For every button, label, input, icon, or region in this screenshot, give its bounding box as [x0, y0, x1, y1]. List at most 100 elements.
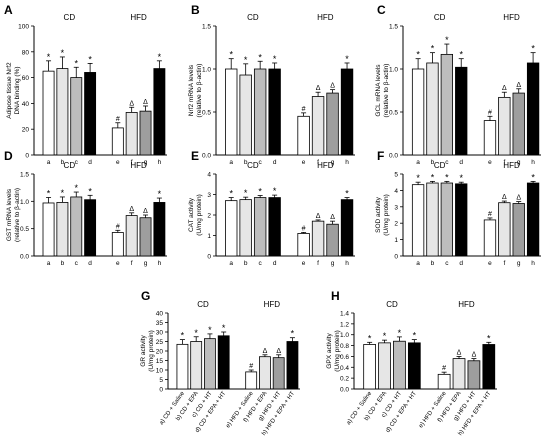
x-tick-label: h [158, 260, 162, 267]
x-tick-label: e [116, 260, 120, 267]
significance-mark: Δ [316, 213, 321, 220]
panel-g: G 0 5 10 15 20 25 30 35 40 GR activity(U/mg protei… [140, 289, 300, 437]
bar [204, 338, 216, 390]
y-tick-label: 0 [207, 254, 211, 261]
x-tick-label: d [459, 260, 463, 267]
significance-mark: * [445, 172, 449, 182]
bar [498, 96, 511, 156]
significance-mark: * [445, 35, 449, 45]
group-label-cd: CD [197, 300, 209, 309]
y-tick-label: 0 [159, 387, 163, 394]
y-tick-label: 2 [207, 213, 211, 220]
x-tick-label: f [317, 159, 319, 166]
x-tick-label: c [259, 260, 263, 267]
x-tick-label: d [459, 159, 463, 166]
x-tick-label: h [158, 159, 162, 166]
significance-mark: * [258, 52, 262, 62]
x-tick-label: h [531, 159, 535, 166]
significance-mark: * [88, 54, 92, 64]
significance-mark: * [61, 188, 65, 198]
group-label-cd: CD [434, 161, 446, 170]
panel-label: E [191, 149, 199, 163]
x-tick-label: b [61, 260, 65, 267]
bar [70, 77, 83, 156]
y-tick-label: 1.5 [202, 24, 211, 31]
x-tick-label: f [503, 159, 505, 166]
bar [455, 183, 468, 257]
panel-label: F [377, 149, 384, 163]
significance-mark: * [158, 189, 162, 199]
x-tick-label: a) CD + Saline [346, 390, 374, 426]
significance-mark: * [416, 173, 420, 183]
significance-mark: Δ [330, 83, 335, 90]
significance-mark: # [116, 116, 120, 123]
panel-a: A 0 20 40 60 80 100 Adipose tissue Nrf2DNA bind… [4, 3, 167, 166]
significance-mark: Δ [129, 100, 134, 107]
significance-mark: * [291, 329, 295, 339]
significance-mark: # [442, 365, 446, 372]
significance-mark: * [398, 328, 402, 338]
bar [268, 197, 281, 257]
panel-h: H 0.0 0.2 0.4 0.6 0.8 1.0 1.2 1.4 GPX activity(U/… [326, 289, 497, 437]
bar [297, 115, 310, 156]
group-label-cd: CD [247, 13, 259, 22]
y-tick-label: 5 [159, 377, 163, 384]
y-axis-label-line: (relative to β-actin) [383, 64, 390, 118]
x-tick-label: f [503, 260, 505, 267]
group-label-hfd: HFD [317, 13, 334, 22]
group-label-cd: CD [386, 300, 398, 309]
x-tick-label: h [345, 159, 349, 166]
y-tick-label: 0.6 [340, 354, 349, 361]
y-tick-label: 0.4 [340, 365, 349, 372]
bar [482, 344, 496, 390]
group-label-cd: CD [64, 13, 76, 22]
group-label-hfd: HFD [130, 161, 147, 170]
significance-mark: Δ [502, 85, 507, 92]
y-tick-label: 40 [22, 101, 30, 108]
y-tick-label: 1.0 [20, 199, 29, 206]
bar [378, 342, 391, 390]
y-tick-label: 0.0 [202, 153, 211, 160]
x-tick-label: b [244, 159, 248, 166]
y-tick-label: 0 [394, 254, 398, 261]
x-tick-label: g [517, 260, 521, 267]
significance-mark: * [431, 44, 435, 54]
x-tick-label: a [47, 159, 51, 166]
panel-label: A [4, 3, 13, 17]
significance-mark: Δ [129, 206, 134, 213]
significance-mark: * [368, 333, 372, 343]
bar [440, 182, 453, 257]
bar [512, 203, 525, 257]
bar [153, 68, 166, 156]
significance-mark: * [273, 54, 277, 64]
y-tick-label: 1.2 [340, 321, 349, 328]
x-tick-label: c [75, 260, 79, 267]
bar [111, 232, 124, 257]
panel-f: F 0 1 2 3 4 5 SOD activity(U/mg protein) * a * b * c *… [375, 149, 541, 267]
bar [84, 199, 97, 257]
significance-mark: * [229, 50, 233, 60]
significance-mark: * [222, 323, 226, 333]
y-tick-label: 0.5 [20, 226, 29, 233]
y-axis-label: CAT activity(U/mg protein) [188, 194, 203, 236]
significance-mark: * [47, 52, 51, 62]
bar [225, 200, 238, 257]
y-tick-label: 1.5 [20, 172, 29, 179]
y-axis-label: GST mRNA levels(relative to β-actin) [6, 188, 21, 242]
significance-mark: Δ [502, 194, 507, 201]
bar [139, 110, 152, 156]
bar [326, 223, 339, 257]
significance-mark: * [181, 331, 185, 341]
significance-mark: * [74, 58, 78, 68]
bar [176, 343, 189, 390]
bar [363, 344, 376, 390]
significance-mark: Δ [516, 195, 521, 202]
bar [440, 53, 453, 156]
x-tick-label: h [345, 260, 349, 267]
y-tick-label: 4 [394, 188, 398, 195]
bar [340, 68, 354, 156]
significance-mark: * [74, 183, 78, 193]
y-axis-label-line: (U/mg protein) [196, 194, 203, 236]
group-label-hfd: HFD [264, 300, 281, 309]
